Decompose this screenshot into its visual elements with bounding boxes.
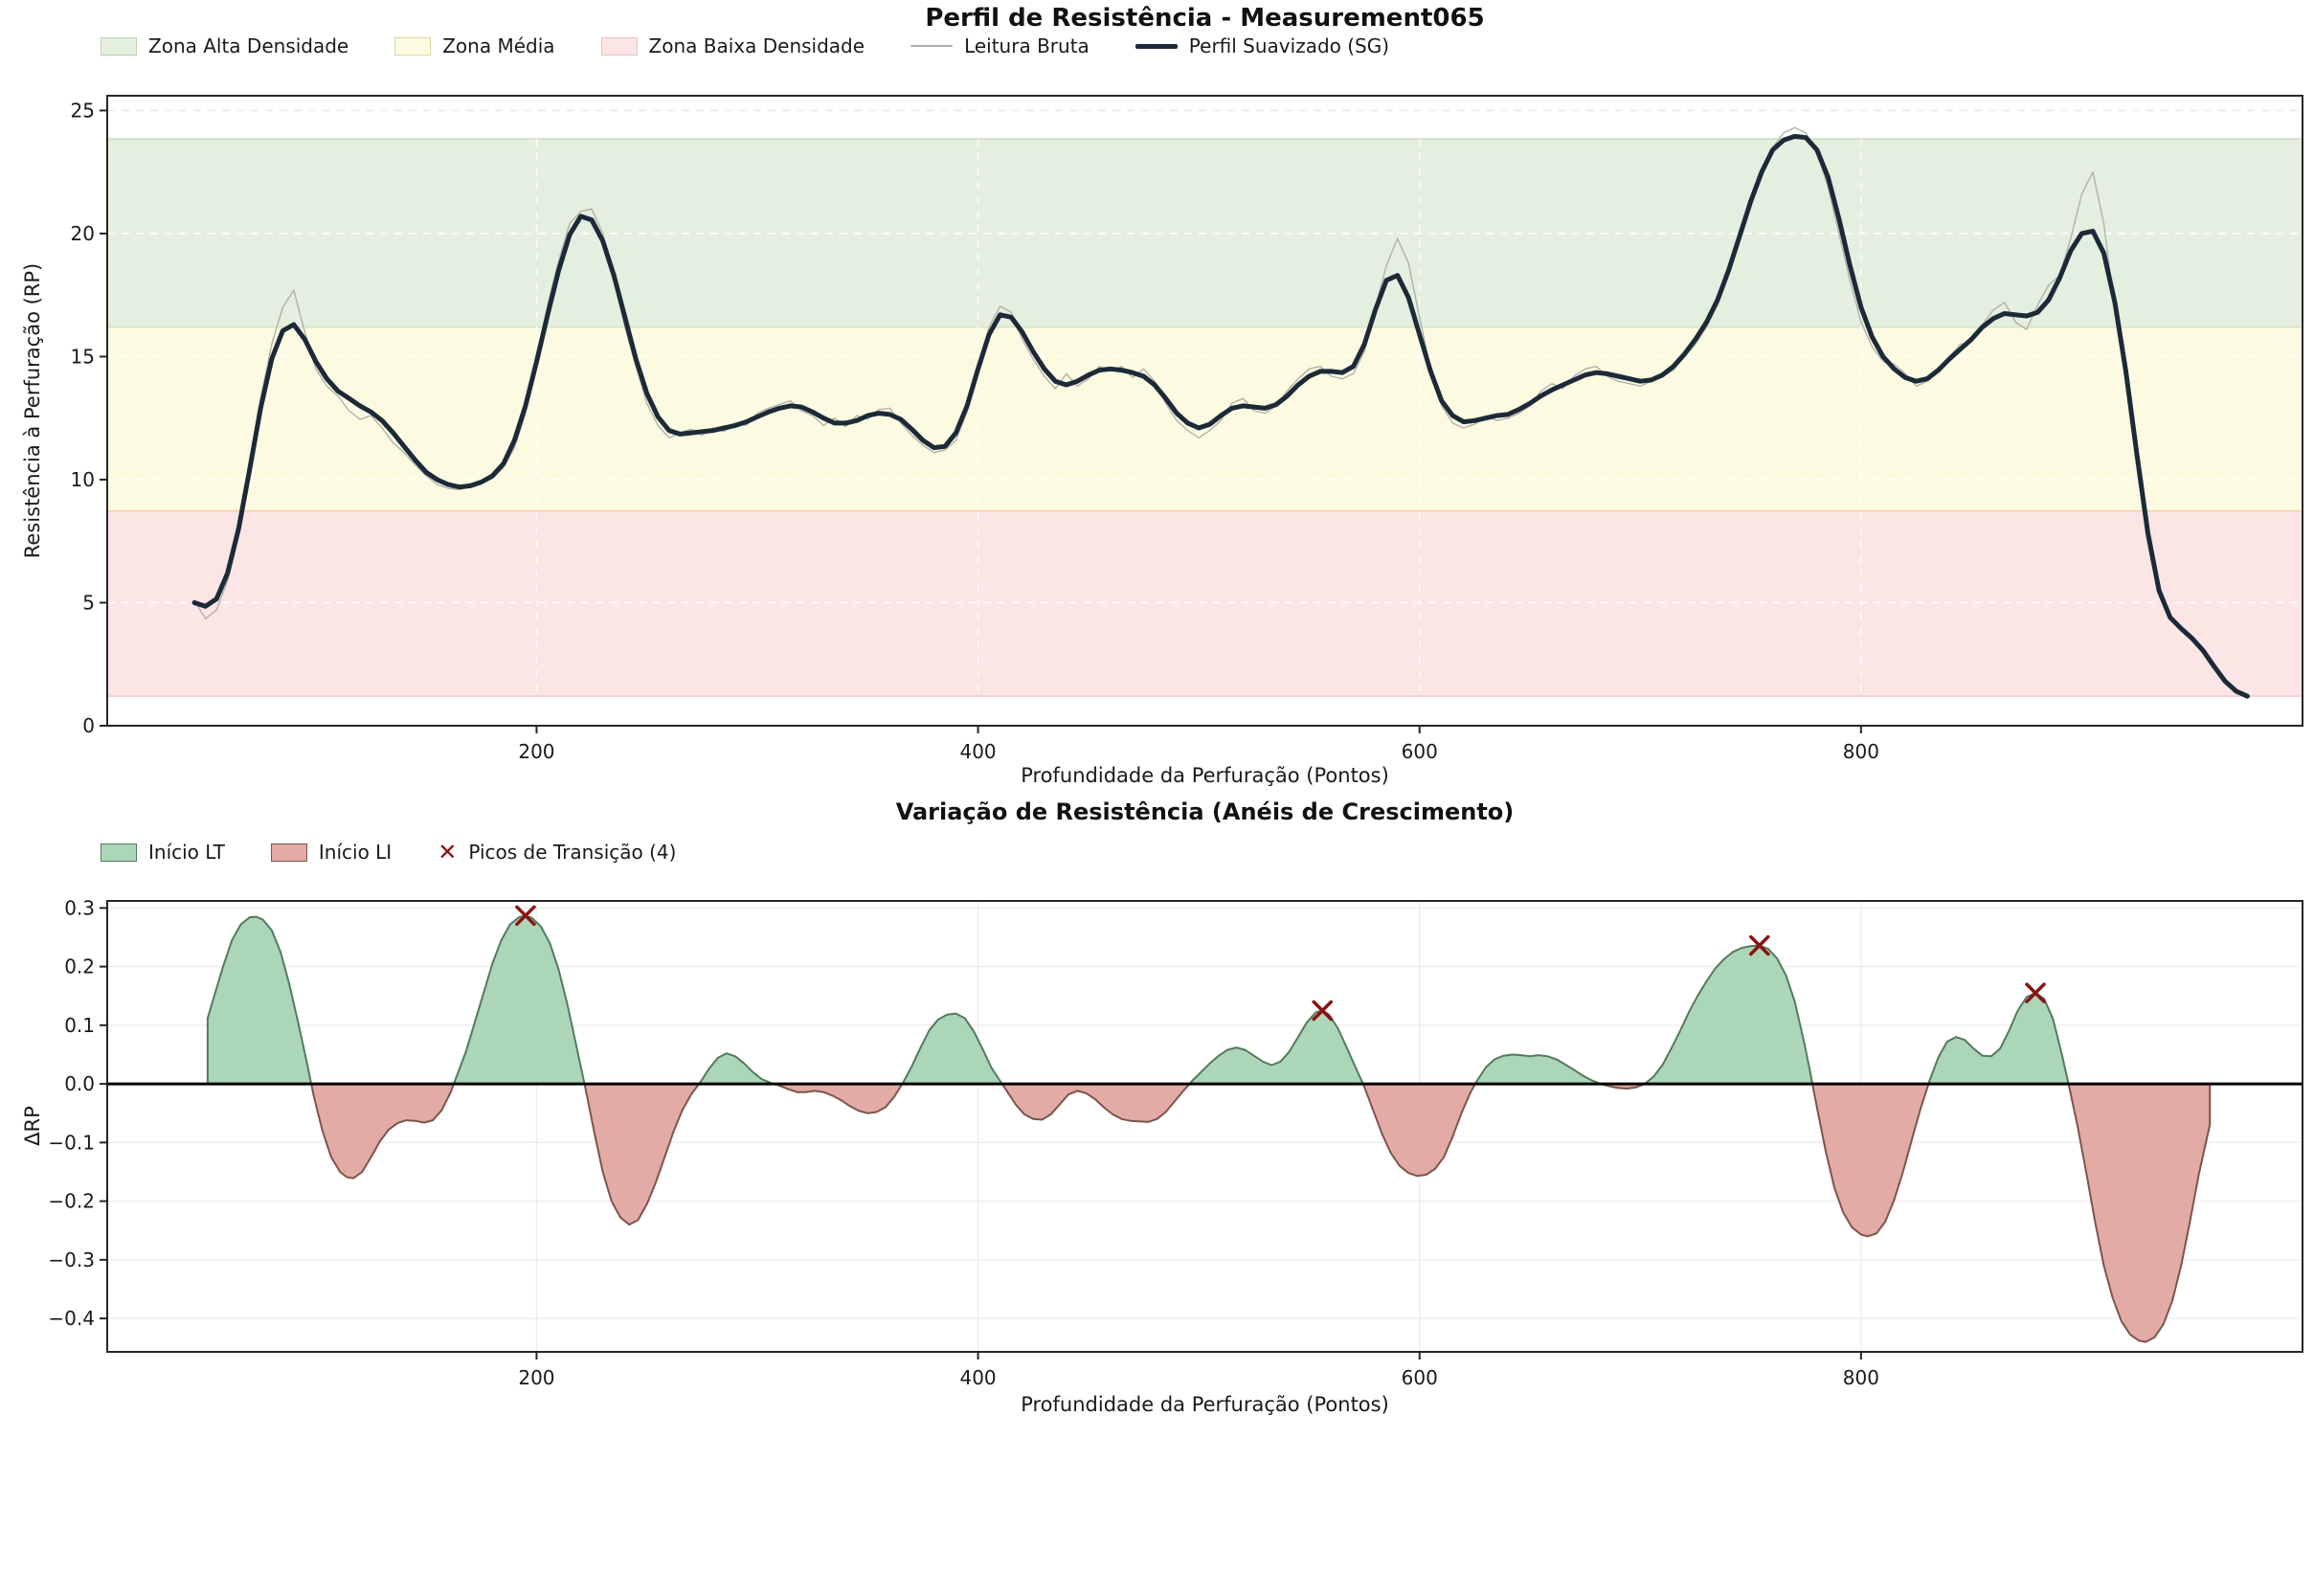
positive-area-segment [1927, 992, 2070, 1086]
legend-line-swatch [910, 45, 954, 47]
x-tick-label: 800 [1843, 1366, 1879, 1389]
legend-item-legend-bottom-0: Início LT [101, 841, 225, 864]
legend-patch-swatch [600, 36, 638, 56]
y-tick-label: 0 [82, 714, 95, 737]
y-tick-label: 0.2 [64, 955, 95, 978]
x-tick-label: 200 [518, 1366, 554, 1389]
legend-label: Zona Média [442, 34, 555, 57]
bottom-chart-title: Variação de Resistência (Anéis de Cresci… [895, 798, 1515, 825]
positive-area-segment [1643, 944, 1814, 1086]
x-tick-label: 600 [1402, 740, 1438, 763]
bottom-chart-legend: Início LT Início LI ✕ Picos de Transição (4… [101, 841, 676, 864]
negative-area-segment [1361, 1083, 1476, 1178]
legend-patch-swatch [270, 843, 307, 862]
positive-area-segment [206, 915, 313, 1086]
positive-area-segment [1188, 1009, 1364, 1086]
legend-item-legend-top-0: Zona Alta Densidade [101, 34, 348, 57]
y-tick-label: 15 [71, 345, 95, 368]
positive-area-segment [901, 1012, 1003, 1086]
y-tick-label: 20 [71, 222, 95, 245]
y-tick-label: −0.4 [48, 1307, 95, 1330]
positive-area-segment [698, 1052, 775, 1086]
top-chart-xlabel: Profundidade da Perfuração (Pontos) [1021, 764, 1389, 787]
negative-area-segment [1811, 1083, 1930, 1238]
y-tick-label: 0.1 [64, 1014, 95, 1037]
x-tick-label: 200 [518, 740, 554, 763]
negative-area-segment [583, 1083, 701, 1226]
legend-item-legend-top-3: Leitura Bruta [910, 34, 1090, 57]
transition-peak-marker [1749, 934, 1770, 956]
legend-label: Início LI [318, 841, 393, 864]
negative-area-segment [2067, 1083, 2212, 1343]
legend-patch-swatch [394, 36, 432, 56]
legend-patch-swatch [101, 843, 137, 862]
x-tick-label: 400 [959, 740, 996, 763]
legend-label: Zona Baixa Densidade [648, 34, 865, 57]
x-marker-icon: ✕ [438, 838, 458, 865]
top-chart-ylabel: Resistência à Perfuração (RP) [21, 262, 44, 559]
negative-area-segment [773, 1083, 904, 1114]
density-zone [107, 510, 2303, 697]
x-tick-label: 400 [959, 1366, 996, 1389]
y-tick-label: 0.0 [64, 1072, 95, 1095]
x-tick-label: 800 [1843, 740, 1879, 763]
top-axes-frame [106, 95, 2303, 727]
y-tick-label: 0.3 [64, 896, 95, 919]
bottom-axes-frame [106, 900, 2303, 1353]
x-tick-label: 600 [1402, 1366, 1438, 1389]
smoothed-profile-line [191, 133, 2250, 699]
negative-area-segment [1000, 1083, 1191, 1123]
top-chart-title: Perfil de Resistência - Measurement065 [925, 4, 1485, 33]
negative-area-segment [310, 1083, 455, 1180]
legend-item-legend-top-2: Zona Baixa Densidade [600, 34, 865, 57]
y-tick-label: −0.3 [48, 1248, 95, 1271]
y-tick-label: −0.2 [48, 1190, 95, 1213]
legend-patch-swatch [101, 36, 137, 56]
legend-item-legend-top-4: Perfil Suavizado (SG) [1135, 34, 1389, 57]
y-tick-label: 25 [71, 99, 95, 122]
transition-peak-marker [1312, 1000, 1334, 1022]
transition-peak-marker [2025, 982, 2046, 1003]
bottom-chart-xlabel: Profundidade da Perfuração (Pontos) [1021, 1393, 1389, 1416]
legend-item-legend-top-1: Zona Média [394, 34, 555, 57]
bottom-chart-ylabel: ΔRP [21, 1106, 44, 1146]
legend-label: Picos de Transição (4) [468, 841, 677, 864]
y-tick-label: 10 [71, 468, 95, 491]
positive-area-segment [453, 914, 586, 1086]
legend-label: Início LT [148, 841, 225, 864]
top-chart-legend: Zona Alta Densidade Zona Média Zona Baixa … [101, 34, 1389, 57]
legend-item-legend-bottom-2: ✕ Picos de Transição (4) [438, 838, 677, 865]
legend-label: Zona Alta Densidade [148, 34, 349, 57]
legend-label: Leitura Bruta [964, 34, 1090, 57]
y-tick-label: 5 [82, 591, 95, 614]
y-tick-label: −0.1 [48, 1131, 95, 1154]
legend-label: Perfil Suavizado (SG) [1188, 34, 1390, 57]
legend-line-swatch [1135, 43, 1178, 49]
transition-peak-marker [515, 905, 536, 927]
legend-item-legend-bottom-1: Início LI [270, 841, 393, 864]
positive-area-segment [1473, 1053, 1602, 1086]
